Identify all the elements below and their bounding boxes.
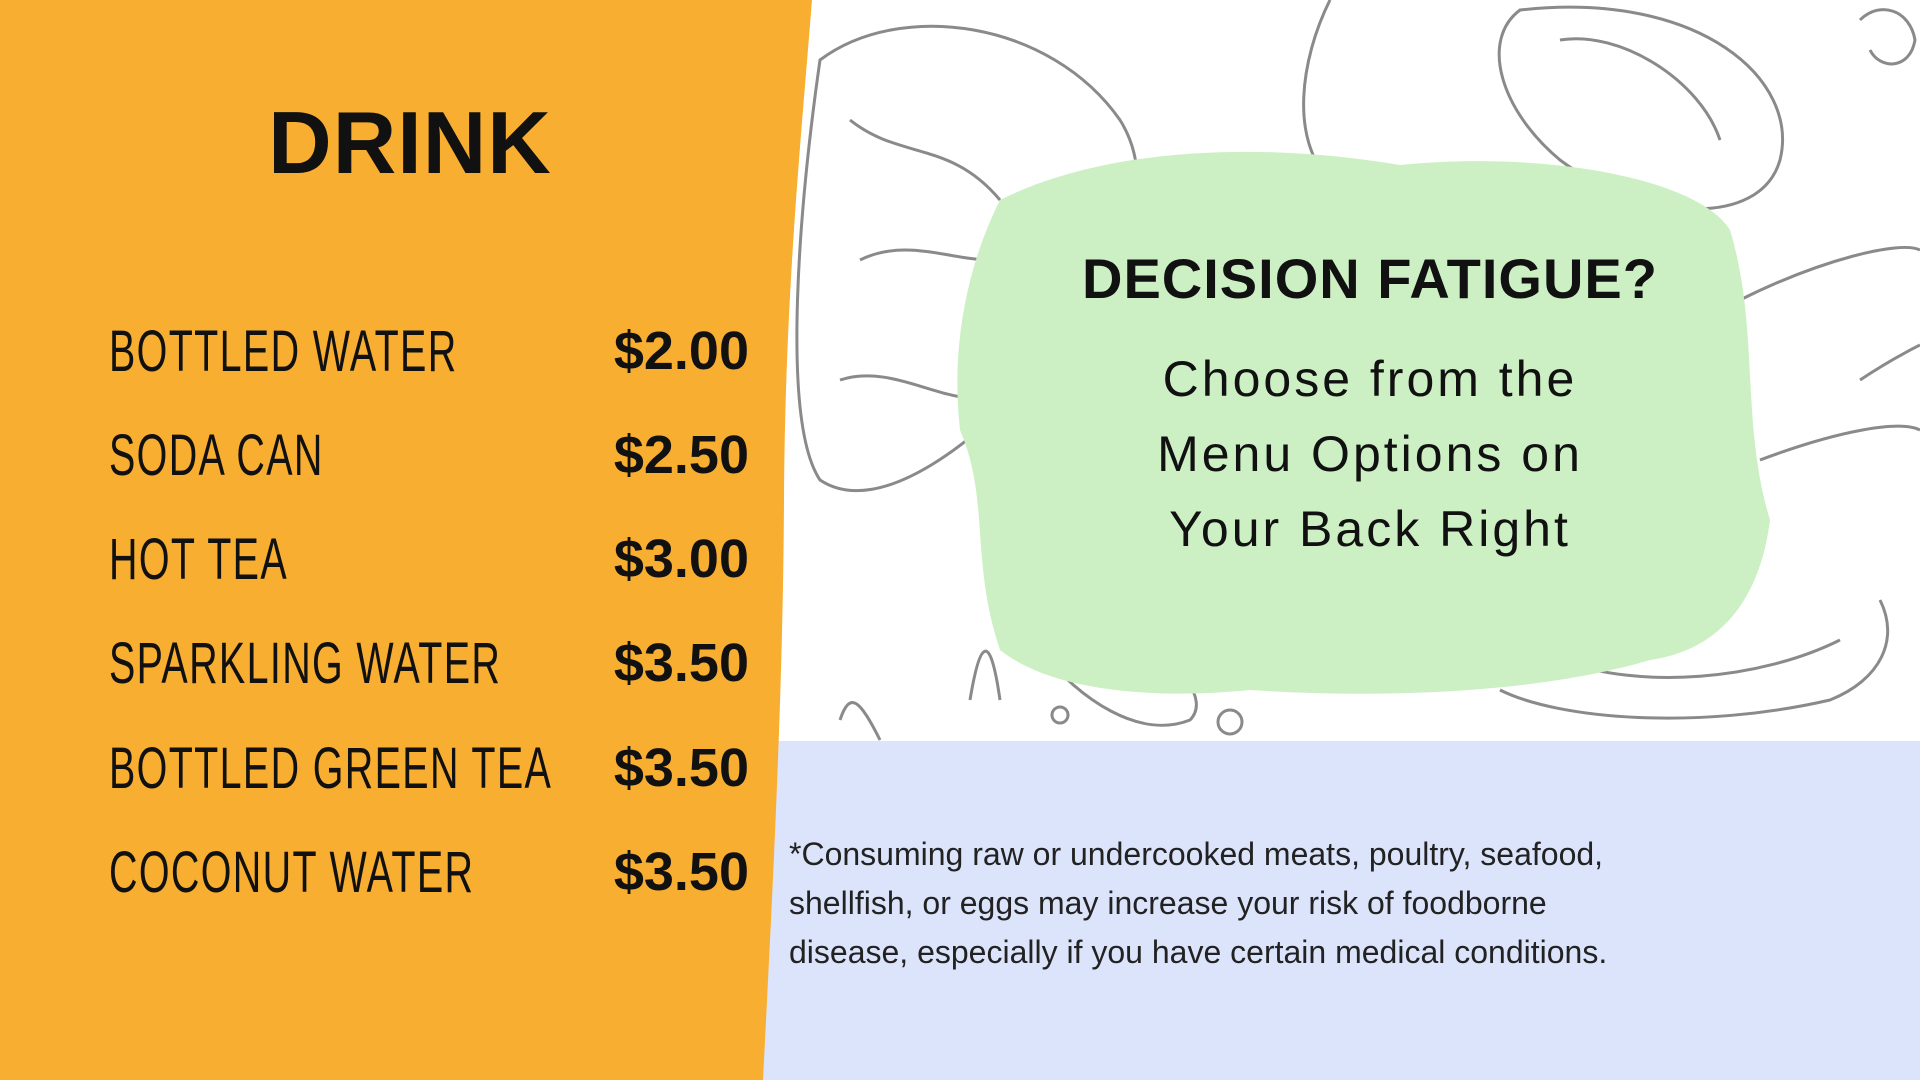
disclaimer-line: shellfish, or eggs may increase your ris… [789, 885, 1547, 921]
callout-headline: DECISION FATIGUE? [1082, 247, 1658, 310]
item-name: SODA CAN [109, 423, 324, 488]
item-name: BOTTLED GREEN TEA [109, 736, 553, 801]
menu-item: COCONUT WATER $3.50 [109, 839, 749, 909]
disclaimer-text: *Consuming raw or undercooked meats, pou… [789, 830, 1899, 977]
menu-title: DRINK [268, 93, 552, 192]
item-price: $3.50 [613, 738, 749, 798]
item-price: $3.00 [613, 529, 749, 589]
menu-item: SPARKLING WATER $3.50 [109, 630, 749, 700]
disclaimer-line: *Consuming raw or undercooked meats, pou… [789, 836, 1604, 872]
menu-item: BOTTLED WATER $2.00 [109, 318, 749, 388]
callout-line: Menu Options on [1157, 426, 1583, 482]
item-name: SPARKLING WATER [109, 631, 502, 696]
callout-line: Choose from the [1162, 351, 1578, 407]
item-price: $2.00 [613, 321, 749, 381]
item-name: HOT TEA [109, 527, 289, 592]
item-price: $3.50 [613, 842, 749, 902]
disclaimer-line: disease, especially if you have certain … [789, 934, 1608, 970]
disclaimer-panel [760, 741, 1920, 1080]
callout-line: Your Back Right [1169, 501, 1571, 557]
item-name: BOTTLED WATER [109, 319, 458, 384]
menu-item: SODA CAN $2.50 [109, 422, 749, 492]
menu-item: HOT TEA $3.00 [109, 526, 749, 596]
item-price: $2.50 [613, 425, 749, 485]
item-price: $3.50 [613, 633, 749, 693]
item-name: COCONUT WATER [109, 840, 475, 905]
menu-item: BOTTLED GREEN TEA $3.50 [109, 735, 749, 805]
